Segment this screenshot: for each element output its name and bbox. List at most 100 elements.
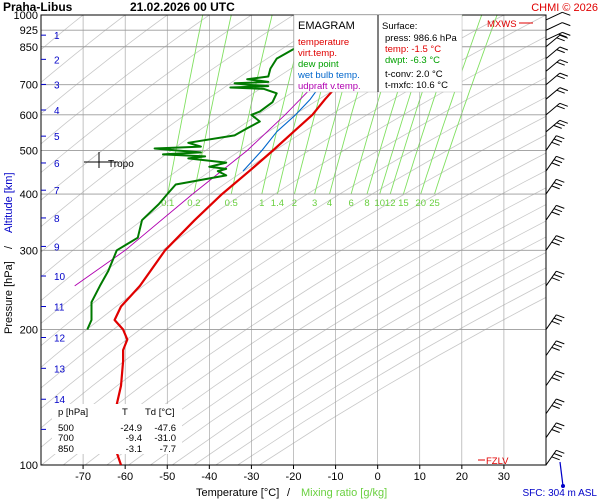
wind-barb-flag <box>559 59 568 64</box>
altitude-tick-label: 4 <box>54 106 60 117</box>
mixing-axis-label: Mixing ratio [g/kg] <box>301 487 387 499</box>
dry-adiabat <box>41 96 546 429</box>
wind-barb <box>545 155 565 172</box>
altitude-tick-label: 7 <box>54 186 60 197</box>
dry-adiabat <box>41 115 546 448</box>
surface-press: press: 986.6 hPa <box>385 33 458 44</box>
legend-dew-point: dew point <box>298 59 339 70</box>
wind-barb-flag <box>553 373 563 378</box>
wind-barb-staff <box>545 179 557 195</box>
wind-barb-staff <box>545 135 557 151</box>
wind-barb-staff <box>545 370 557 387</box>
legend: EMAGRAM temperature virt.temp. dew point… <box>293 14 379 93</box>
wind-barb-staff <box>545 398 557 415</box>
surface-info: Surface: press: 986.6 hPa temp: -1.5 °C … <box>377 14 463 93</box>
wind-barb-flag <box>556 135 565 140</box>
dry-adiabat <box>150 220 546 465</box>
wind-barb <box>545 235 565 251</box>
wind-barb-flag <box>553 182 563 187</box>
dry-adiabat <box>84 170 546 465</box>
wind-barb-flag <box>556 61 565 66</box>
temperature-tick-label: 20 <box>456 471 468 483</box>
wind-barb-flag <box>551 456 560 461</box>
legend-updraft: udpraft v.temp. <box>298 81 361 92</box>
wind-barb-flag <box>556 340 565 345</box>
mixing-ratio-label: 0.1 <box>161 198 174 209</box>
wind-barb-staff <box>545 205 557 221</box>
wind-barb-flag <box>553 274 563 278</box>
wind-barb <box>545 340 565 356</box>
wind-barb-staff <box>545 450 557 466</box>
wind-barb-flag <box>562 11 571 16</box>
wind-barb-flag <box>551 377 560 382</box>
wind-barb-flag <box>556 178 565 183</box>
wind-barb-flag <box>558 33 567 38</box>
x-axis-sep: / <box>287 487 291 499</box>
wind-barb-flag <box>551 241 560 246</box>
mxws-label: MXWS <box>487 19 517 30</box>
wind-barb <box>545 314 565 330</box>
dry-adiabat <box>41 134 546 465</box>
freezing-level-marker: FZLV <box>478 456 509 467</box>
altitude-tick-label: 13 <box>54 364 66 375</box>
mixing-ratio-label: 0.2 <box>187 198 200 209</box>
wind-barb-flag <box>556 155 565 160</box>
table-row-td: -31.0 <box>154 433 176 444</box>
series-dew-point <box>86 16 358 330</box>
datetime-title: 21.02.2026 00 UTC <box>130 0 235 14</box>
temperature-tick-label: -30 <box>243 471 259 483</box>
wind-barb-flag <box>556 422 565 427</box>
wind-barb-flag <box>551 346 560 351</box>
y-axis-title: Pressure [hPa] / Altitude [km] <box>3 172 15 334</box>
wind-barb-flag <box>559 46 568 51</box>
dry-adiabat <box>215 267 546 465</box>
wind-barb-flag <box>551 185 560 190</box>
table-header-td: Td [°C] <box>145 407 175 418</box>
wind-barb <box>545 31 571 41</box>
wind-barb-flag <box>556 235 565 240</box>
wind-barb-flag <box>553 159 563 164</box>
mixing-ratio-label: 0.5 <box>225 198 238 209</box>
wind-barb <box>545 370 565 387</box>
wind-barb <box>545 270 565 287</box>
mixing-ratio-label: 1 <box>259 198 264 209</box>
mixing-ratio-label: 2 <box>292 198 297 209</box>
altitude-tick-label: 3 <box>54 80 60 91</box>
level-table: p [hPa] T Td [°C] 500 -24.9 -47.6 700 -9… <box>52 404 182 455</box>
y-axis-sep: / <box>3 245 15 249</box>
temperature-tick-label: 0 <box>375 471 381 483</box>
table-row-t: -9.4 <box>126 433 142 444</box>
wind-barb-flag <box>551 141 560 146</box>
wind-barb <box>545 11 571 21</box>
wind-barb-flag <box>551 162 560 167</box>
x-axis-label: Temperature [°C] <box>196 487 279 499</box>
altitude-tick-label: 10 <box>54 272 66 283</box>
pressure-tick-label: 200 <box>20 325 38 337</box>
wind-barb-flag <box>551 405 560 409</box>
wind-barb-flag <box>559 72 568 77</box>
wind-barb-staff <box>545 59 561 72</box>
mixing-ratio-line <box>167 15 204 195</box>
pressure-axis-ticks: 100 200 300 400 500 600 700 850 925 1000 <box>14 10 38 472</box>
altitude-tick-label: 8 <box>54 214 60 225</box>
wind-barb-flag <box>556 370 565 375</box>
wind-barb <box>545 22 571 31</box>
pressure-tick-label: 850 <box>20 42 38 54</box>
temperature-tick-label: -60 <box>117 471 133 483</box>
dry-adiabat <box>41 77 546 409</box>
wind-barb-staff <box>545 235 557 251</box>
wind-barb-staff <box>545 422 557 438</box>
dry-adiabat <box>41 56 546 389</box>
wind-barb <box>545 119 568 133</box>
wind-barb-staff <box>545 156 557 172</box>
table-row-p: 500 <box>58 423 74 434</box>
y-axis-label: Pressure [hPa] <box>3 261 15 334</box>
max-wind-marker: MXWS <box>487 19 533 30</box>
wind-barb-staff <box>545 340 557 356</box>
altitude-axis-label: Altitude [km] <box>3 172 15 233</box>
dry-adiabat <box>41 15 546 347</box>
station-title: Praha-Libus <box>3 0 73 14</box>
legend-temperature: temperature <box>298 37 349 48</box>
dry-adiabat <box>193 252 546 465</box>
